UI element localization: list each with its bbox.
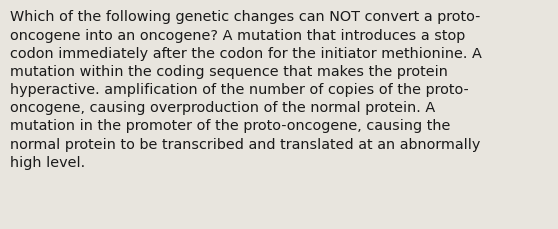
Text: Which of the following genetic changes can NOT convert a proto-
oncogene into an: Which of the following genetic changes c… <box>10 10 482 169</box>
